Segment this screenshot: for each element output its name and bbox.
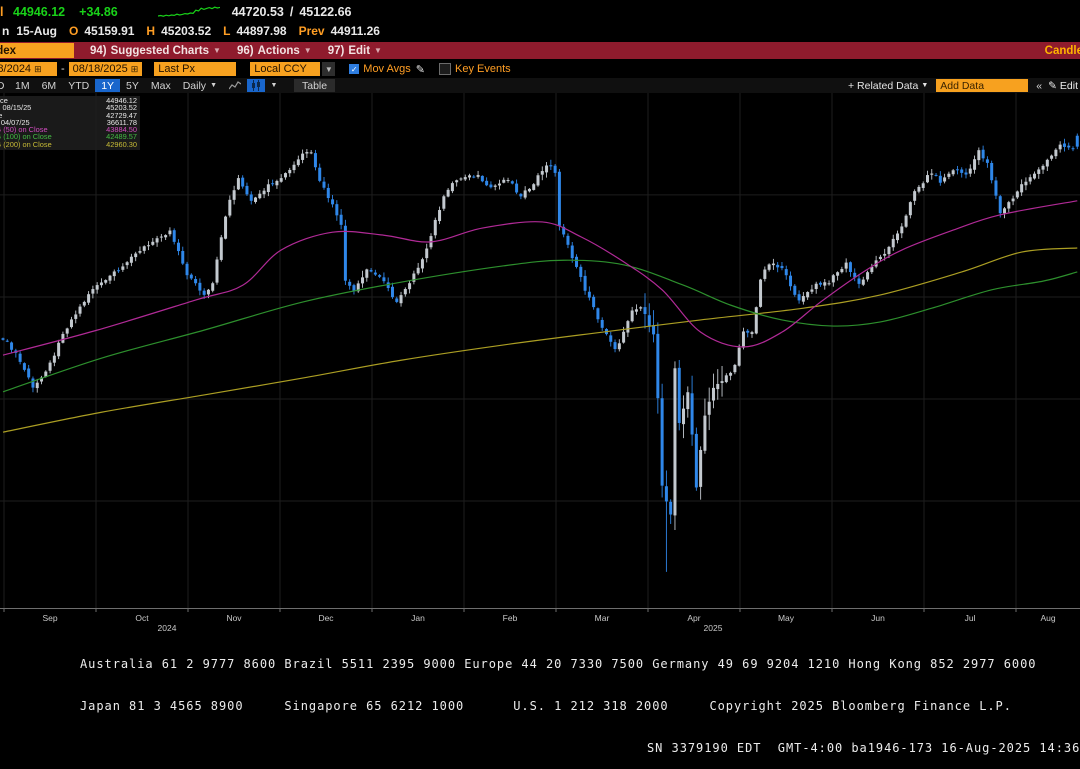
chart-type-label: Candle — [1044, 44, 1080, 57]
edit-chart-button[interactable]: ✎ Edit — [1048, 79, 1078, 92]
chevron-down-icon: ▼ — [921, 82, 929, 89]
key-events-checkbox[interactable] — [439, 63, 451, 75]
pencil-icon: ✎ — [1048, 79, 1057, 92]
collapse-chevrons-icon[interactable]: « — [1036, 79, 1043, 92]
candle-chart-type-button[interactable] — [247, 79, 265, 92]
moving-average-line — [2, 200, 1078, 356]
period-1m-button[interactable]: 1M — [15, 79, 30, 92]
period-5y-button[interactable]: 5Y — [126, 79, 139, 92]
chevron-down-icon: ▼ — [270, 82, 278, 89]
currency-dropdown-button[interactable]: ▼ — [322, 62, 336, 76]
date-to-field[interactable]: 08/18/2025 ⊞ — [68, 62, 143, 76]
mov-avgs-checkbox[interactable]: ✓ — [349, 64, 360, 74]
price-change: +34.86 — [79, 4, 118, 19]
footer-phone-line-2: Japan 81 3 4565 8900 Singapore 65 6212 1… — [80, 699, 1012, 713]
range-separator: / — [289, 4, 294, 19]
chart-toolbar: 08/18/2024⊞ - 08/18/2025⊞ Last Px Local … — [0, 61, 1080, 77]
date-range-separator: - — [61, 63, 65, 75]
line-chart-type-button[interactable] — [226, 79, 244, 92]
x-axis-month-label: Oct — [135, 613, 149, 623]
date-from-field[interactable]: 08/18/2024⊞ — [0, 62, 57, 76]
menu-suggested-charts[interactable]: 94) Suggested Charts ▼ — [90, 44, 221, 57]
add-data-input[interactable]: Add Data — [936, 79, 1029, 92]
key-events-label: Key Events — [455, 63, 511, 75]
line2-fragment: n — [2, 23, 10, 38]
period-6m-button[interactable]: 6M — [41, 79, 57, 92]
last-price: 44946.12 — [13, 4, 66, 19]
x-axis-month-label: Jan — [411, 613, 425, 623]
x-axis-month-label: Dec — [318, 613, 334, 623]
pencil-icon[interactable]: ✎ — [415, 63, 425, 76]
x-axis-month-label: Apr — [687, 613, 700, 623]
chart-type-dropdown-button[interactable]: ▼ — [268, 79, 280, 92]
x-axis-month-label: Mar — [595, 613, 610, 623]
x-axis-year-label: 2024 — [158, 623, 177, 633]
related-data-button[interactable]: + Related Data ▼ — [847, 79, 929, 92]
candlestick-icon — [252, 80, 260, 91]
prev-label: Prev — [298, 23, 325, 38]
x-axis-month-label: Jul — [965, 613, 976, 623]
chevron-down-icon: ▼ — [213, 46, 221, 55]
table-button[interactable]: Table — [294, 79, 336, 92]
menu-actions[interactable]: 96) Actions ▼ — [236, 44, 312, 57]
x-axis-month-label: Jun — [871, 613, 885, 623]
price-source-field[interactable]: Last Px — [154, 62, 237, 76]
range-low: 44720.53 — [231, 4, 284, 19]
moving-average-line — [2, 259, 1078, 393]
price-chart-canvas[interactable]: Sep Oct Nov Dec Jan Feb Mar Apr May Jun Jul Aug 2024… — [0, 0, 1080, 675]
footer-session-info: SN 3379190 EDT GMT-4:00 ba1946-173 16-Au… — [647, 741, 1080, 755]
high-label: H — [146, 23, 156, 38]
chevron-down-icon: ▼ — [210, 82, 217, 89]
open-label: O — [69, 23, 79, 38]
period-1d-button[interactable]: 1D — [0, 79, 5, 92]
range-high: 45122.66 — [299, 4, 352, 19]
security-input[interactable]: Index — [0, 43, 74, 58]
legend-row: Last Price44946.12 — [0, 96, 137, 105]
period-ytd-button[interactable]: YTD — [68, 79, 90, 92]
x-axis-month-label: May — [778, 613, 795, 623]
period-max-button[interactable]: Max — [150, 79, 171, 92]
low-label: L — [223, 23, 231, 38]
quote-row-ohlc: n 15-Aug O 45159.91 H 45203.52 L 44897.9… — [0, 21, 1080, 40]
calendar-icon: ⊞ — [130, 63, 139, 74]
intraday-sparkline-icon — [157, 6, 220, 17]
open-value: 45159.91 — [84, 23, 135, 38]
x-axis-year-label: 2025 — [704, 623, 723, 633]
candlestick-series — [1, 133, 1079, 572]
terminal-footer: Australia 61 2 9777 8600 Brazil 5511 239… — [0, 629, 1080, 769]
chevron-down-icon: ▼ — [374, 46, 382, 55]
line-chart-icon — [229, 81, 241, 90]
menu-edit[interactable]: 97) Edit ▼ — [327, 44, 382, 57]
period-bar: 1D 1M 6M YTD 1Y 5Y Max Daily ▼ ▼ Table +… — [0, 78, 1080, 93]
quote-row-primary: l 44946.12 +34.86 44720.53 / 45122.66 — [0, 2, 1080, 21]
currency-field[interactable]: Local CCY — [250, 62, 321, 76]
ticker-fragment: l — [0, 4, 4, 19]
calendar-icon: ⊞ — [34, 63, 42, 74]
frequency-dropdown[interactable]: Daily ▼ — [182, 79, 217, 92]
low-value: 44897.98 — [236, 23, 287, 38]
x-axis-month-label: Feb — [503, 613, 518, 623]
x-axis-month-label: Aug — [1040, 613, 1055, 623]
chart-legend: Last Price44946.12High on 08/15/2545203.… — [0, 96, 140, 151]
x-axis-month-label: Sep — [42, 613, 57, 623]
mov-avgs-label: Mov Avgs — [363, 63, 411, 75]
high-value: 45203.52 — [161, 23, 212, 38]
legend-row: Average42729.47 — [0, 110, 137, 120]
chevron-down-icon: ▼ — [303, 46, 312, 55]
period-1y-button[interactable]: 1Y — [95, 79, 121, 92]
menu-bar: Index 94) Suggested Charts ▼ 96) Actions… — [0, 42, 1080, 59]
moving-average-line — [2, 247, 1078, 433]
footer-phone-line-1: Australia 61 2 9777 8600 Brazil 5511 239… — [80, 657, 1037, 671]
session-date: 15-Aug — [16, 23, 58, 38]
prev-value: 44911.26 — [330, 23, 380, 38]
x-axis-month-label: Nov — [226, 613, 242, 623]
